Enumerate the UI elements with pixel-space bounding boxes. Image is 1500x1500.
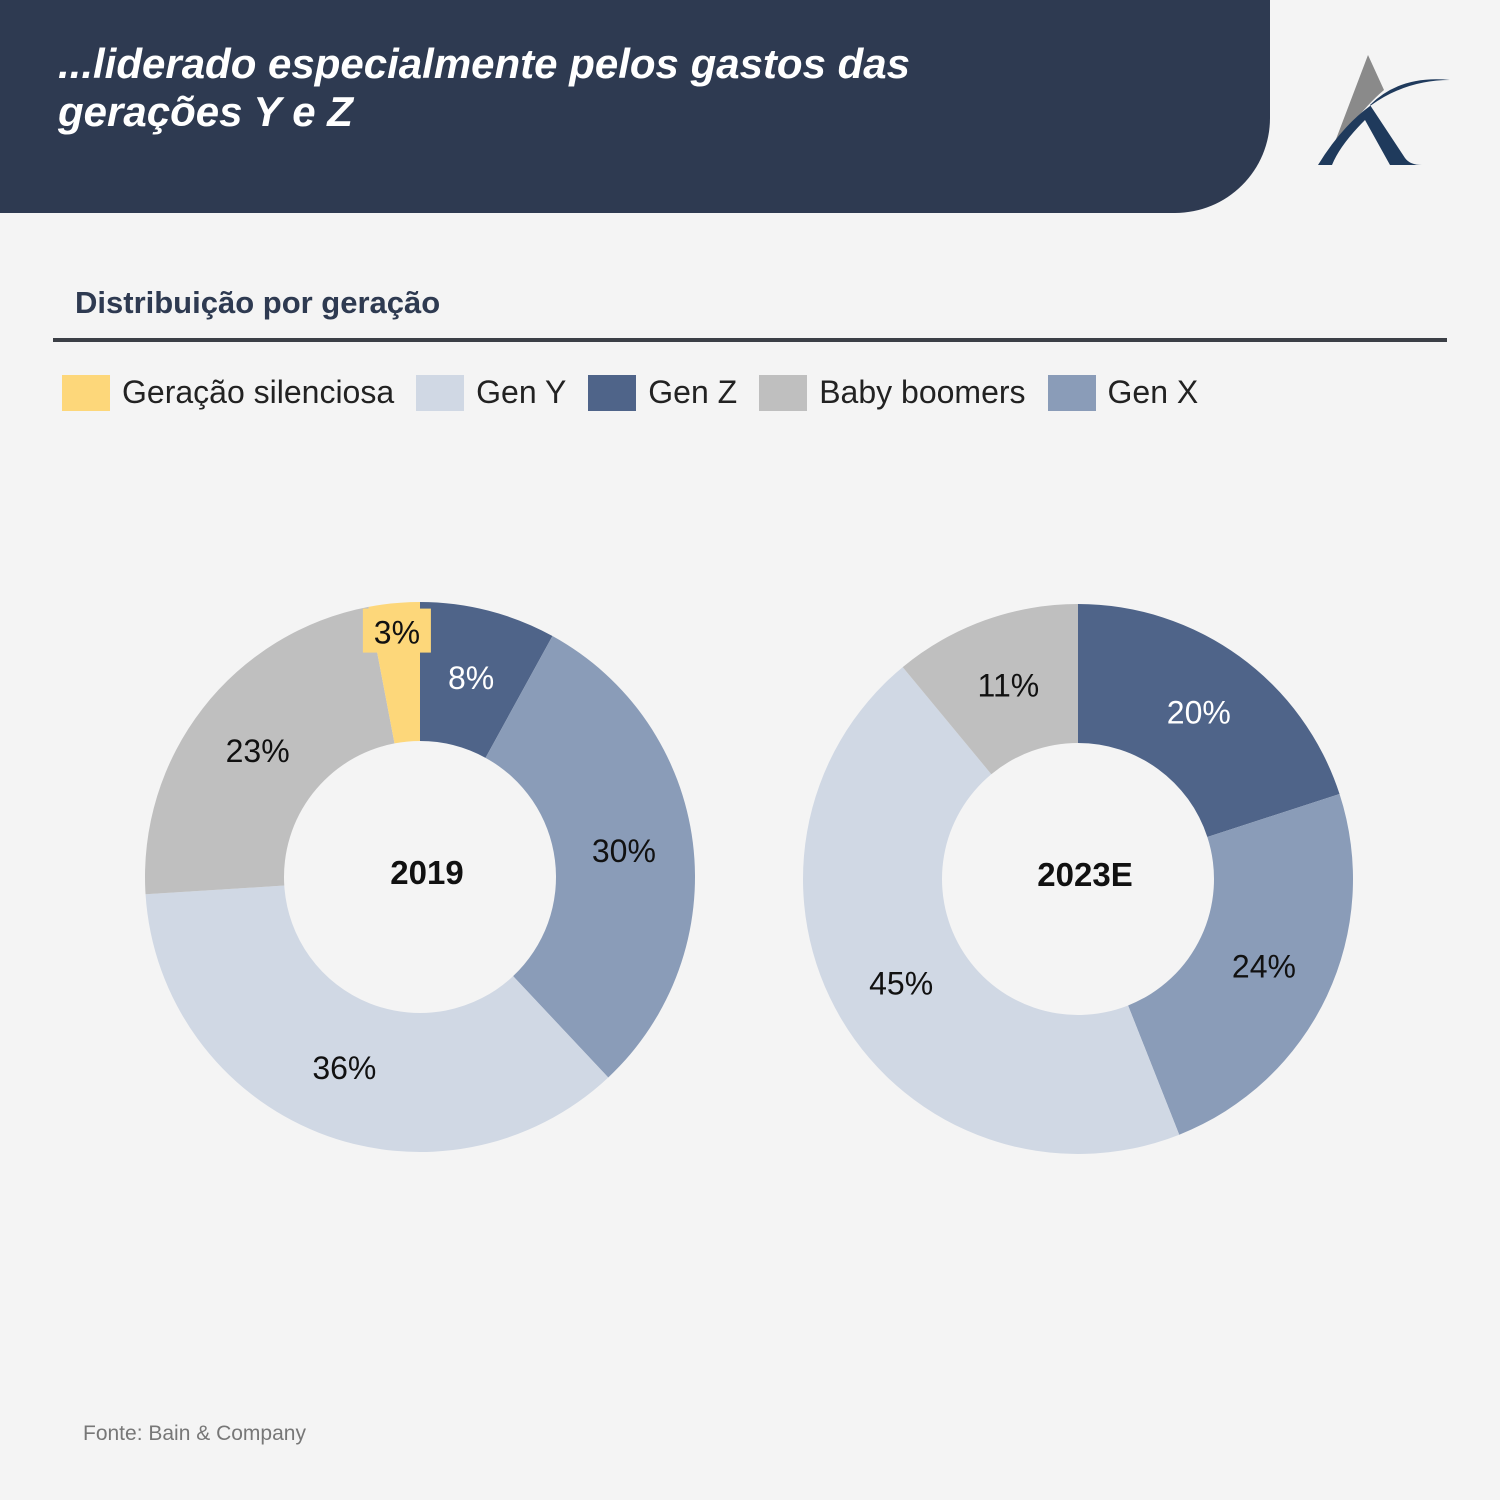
data-label: 45%	[869, 966, 933, 1002]
legend-label: Gen X	[1107, 374, 1199, 410]
donut-slice-baby-boomers	[902, 604, 1078, 775]
legend-item-gen-x: Gen X	[1047, 374, 1199, 411]
chart-legend: Geração silenciosa Gen Y Gen Z Baby boom…	[62, 374, 1220, 411]
legend-label: Gen Y	[476, 374, 567, 410]
data-label: 24%	[1232, 948, 1296, 984]
section-subtitle: Distribuição por geração	[75, 285, 441, 320]
source-note: Fonte: Bain & Company	[83, 1422, 306, 1445]
data-label: 23%	[226, 733, 290, 769]
title-line-2: gerações Y e Z	[58, 88, 353, 135]
page-title: ...liderado especialmente pelos gastos d…	[58, 40, 1058, 136]
legend-swatch	[416, 374, 465, 411]
donut-slice-gen-z	[1078, 604, 1340, 837]
donut-slice-gen-y	[803, 667, 1180, 1154]
legend-swatch	[1047, 374, 1096, 411]
data-label: 20%	[1167, 695, 1231, 731]
data-label: 8%	[448, 660, 494, 696]
donut-slice-gen-x	[485, 636, 695, 1078]
legend-item-gen-z: Gen Z	[588, 374, 737, 411]
title-line-1: ...liderado especialmente pelos gastos d…	[58, 40, 910, 87]
data-label: 3%	[374, 615, 420, 651]
donut-slice-gen-z	[420, 602, 553, 758]
legend-item-silent: Geração silenciosa	[62, 374, 394, 411]
legend-item-baby-boomers: Baby boomers	[759, 374, 1026, 411]
data-label: 36%	[312, 1050, 376, 1086]
legend-label: Geração silenciosa	[122, 374, 395, 410]
data-label: 11%	[978, 668, 1040, 704]
donut-center-title: 2023E	[1037, 856, 1132, 893]
donut-center-title: 2019	[390, 854, 463, 891]
donut-slice-baby-boomers	[145, 606, 395, 895]
company-logo-icon	[1318, 55, 1450, 165]
legend-swatch	[588, 374, 637, 411]
donut-slice-gen-x	[1128, 794, 1353, 1135]
legend-item-gen-y: Gen Y	[416, 374, 566, 411]
donut-slice-gen-y	[145, 885, 609, 1152]
legend-swatch	[759, 374, 808, 411]
divider	[53, 338, 1447, 342]
data-label-background	[362, 608, 431, 653]
legend-label: Gen Z	[648, 374, 738, 410]
header-banner: ...liderado especialmente pelos gastos d…	[0, 0, 1270, 213]
legend-swatch	[62, 374, 110, 411]
legend-label: Baby boomers	[819, 374, 1026, 410]
data-label: 30%	[592, 833, 656, 869]
